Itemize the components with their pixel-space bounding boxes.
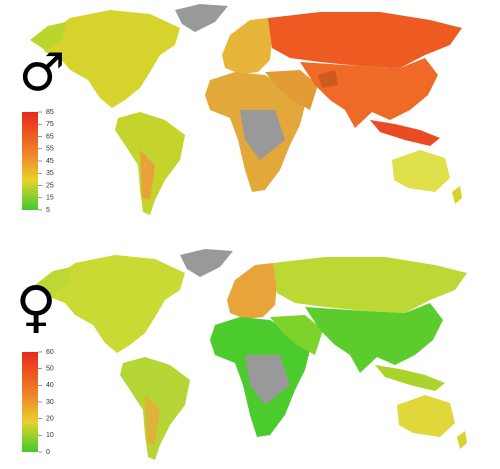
female-scale: [22, 352, 38, 452]
legend-tick-label: 35: [46, 170, 54, 177]
female-map: [35, 249, 467, 460]
legend-tick-label: 20: [46, 416, 54, 423]
legend-tick-label: 60: [46, 349, 54, 356]
legend-tick-label: 0: [46, 449, 50, 456]
legend-tick-label: 75: [46, 121, 54, 128]
legend-tick-label: 15: [46, 195, 54, 202]
legend-tick-label: 85: [46, 109, 54, 116]
legend-tick-label: 65: [46, 133, 54, 140]
legend-tick-label: 40: [46, 382, 54, 389]
male-scale: [22, 112, 38, 210]
legend-tick-label: 55: [46, 146, 54, 153]
legend-tick-label: 5: [46, 207, 50, 214]
legend-tick-label: 45: [46, 158, 54, 165]
legend-tick-label: 10: [46, 432, 54, 439]
legend-tick-label: 30: [46, 399, 54, 406]
male-symbol: ♂: [19, 43, 66, 103]
male-map: [30, 4, 462, 215]
legend-tick-label: 25: [46, 182, 54, 189]
legend-tick-label: 50: [46, 366, 54, 373]
female-symbol: ♀: [15, 275, 56, 340]
